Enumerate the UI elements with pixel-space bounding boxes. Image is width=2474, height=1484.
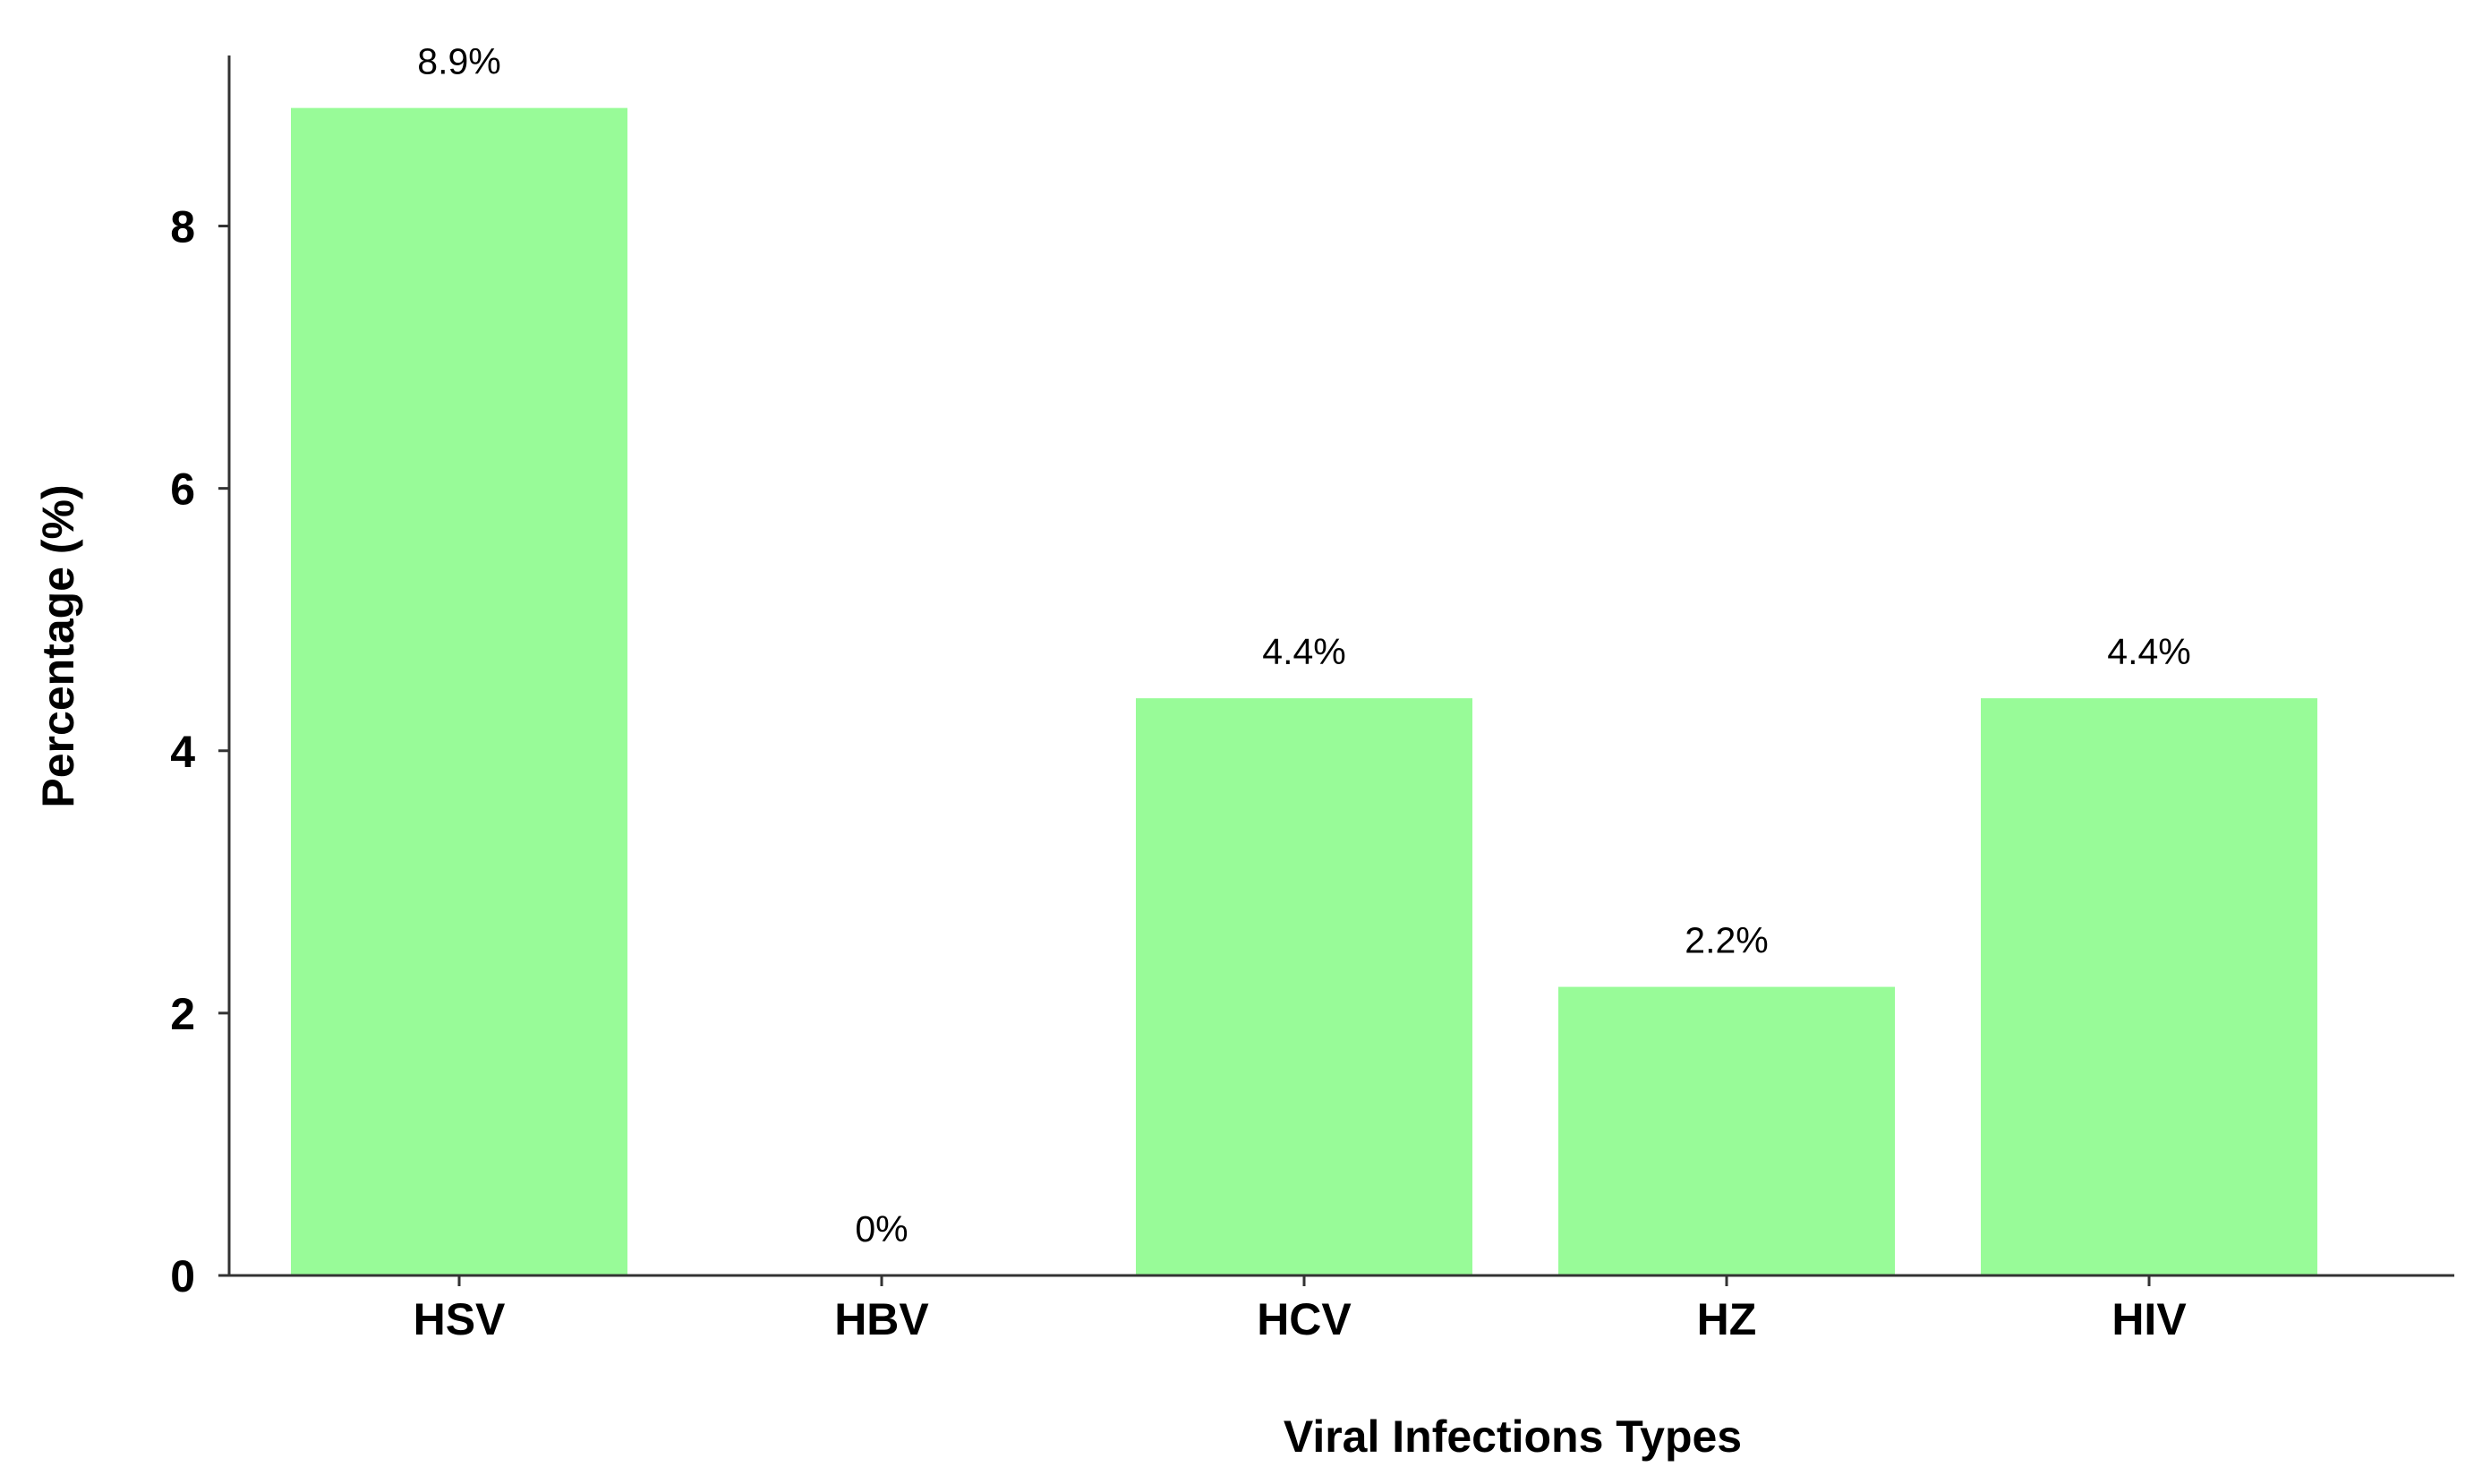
bar-hsv: [291, 107, 627, 1275]
x-tick-label-hcv: HCV: [1257, 1294, 1352, 1344]
x-tick-label-hiv: HIV: [2111, 1294, 2187, 1344]
data-label-hcv: 4.4%: [1262, 631, 1345, 672]
y-tick-label-2: 2: [170, 989, 195, 1039]
bar-hz: [1558, 986, 1895, 1275]
data-label-hbv: 0%: [855, 1208, 908, 1249]
y-tick-label-8: 8: [170, 202, 195, 252]
data-label-hiv: 4.4%: [2107, 631, 2190, 672]
data-label-hsv: 8.9%: [417, 41, 500, 82]
x-tick-label-hbv: HBV: [834, 1294, 929, 1344]
axes: [227, 55, 2454, 1277]
x-category-labels: HSV HBV HCV HZ HIV: [414, 1275, 2187, 1344]
y-tick-label-0: 0: [170, 1251, 195, 1301]
data-labels: 8.9% 0% 4.4% 2.2% 4.4%: [417, 41, 2190, 1249]
x-tick-label-hsv: HSV: [414, 1294, 506, 1344]
x-axis-title: Viral Infections Types: [1284, 1412, 1742, 1462]
x-tick-label-hz: HZ: [1697, 1294, 1757, 1344]
y-tick-label-4: 4: [170, 727, 195, 777]
y-tick-label-6: 6: [170, 465, 195, 515]
y-axis-title: Percentage (%): [33, 484, 83, 807]
data-label-hz: 2.2%: [1685, 920, 1768, 961]
y-ticks: 0 2 4 6 8: [170, 202, 229, 1301]
bar-hcv: [1136, 698, 1472, 1275]
bars: [291, 107, 2317, 1275]
bar-hiv: [1981, 698, 2317, 1275]
